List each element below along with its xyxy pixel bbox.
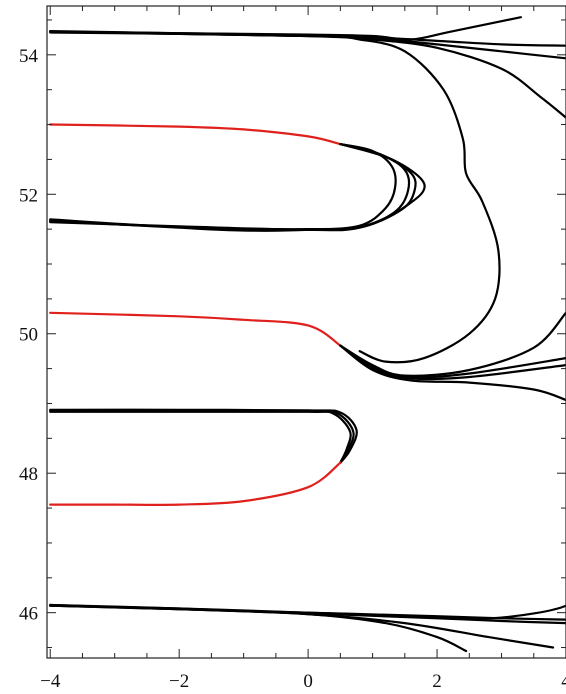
- plot-frame: [46, 5, 566, 659]
- series-black-6: [49, 143, 397, 232]
- y-tick-label: 48: [19, 464, 38, 485]
- x-tick-label: −2: [169, 671, 189, 692]
- ticks-group: [47, 6, 566, 658]
- series-black-11: [339, 311, 566, 377]
- series-black-22: [49, 603, 555, 649]
- y-tick-label: 54: [19, 46, 39, 67]
- series-black-14: [339, 344, 566, 402]
- series-black-9: [49, 143, 426, 231]
- y-tick-label: 52: [19, 185, 38, 206]
- series-black-8: [49, 143, 417, 232]
- series-black-15: [49, 410, 352, 464]
- y-tick-label: 50: [19, 325, 38, 346]
- curves-group: [49, 16, 566, 653]
- x-tick-label: 0: [303, 671, 313, 692]
- series-black-3: [49, 31, 566, 119]
- series-black-13: [339, 344, 566, 381]
- x-tick-label: 4: [561, 671, 566, 692]
- x-tick-label: −4: [40, 671, 61, 692]
- series-black-23: [49, 603, 468, 653]
- series-red-18: [49, 461, 342, 506]
- tick-labels-group: −4 −2 0 2 4 46 48 50 52 54: [19, 46, 566, 692]
- y-tick-label: 46: [19, 604, 38, 625]
- series-black-17: [49, 408, 358, 464]
- series-black-7: [49, 143, 411, 231]
- series-black-16: [49, 409, 355, 464]
- x-tick-label: 2: [432, 671, 442, 692]
- series-black-4: [49, 30, 501, 364]
- series-red-10: [49, 311, 342, 347]
- series-red-5: [49, 123, 342, 146]
